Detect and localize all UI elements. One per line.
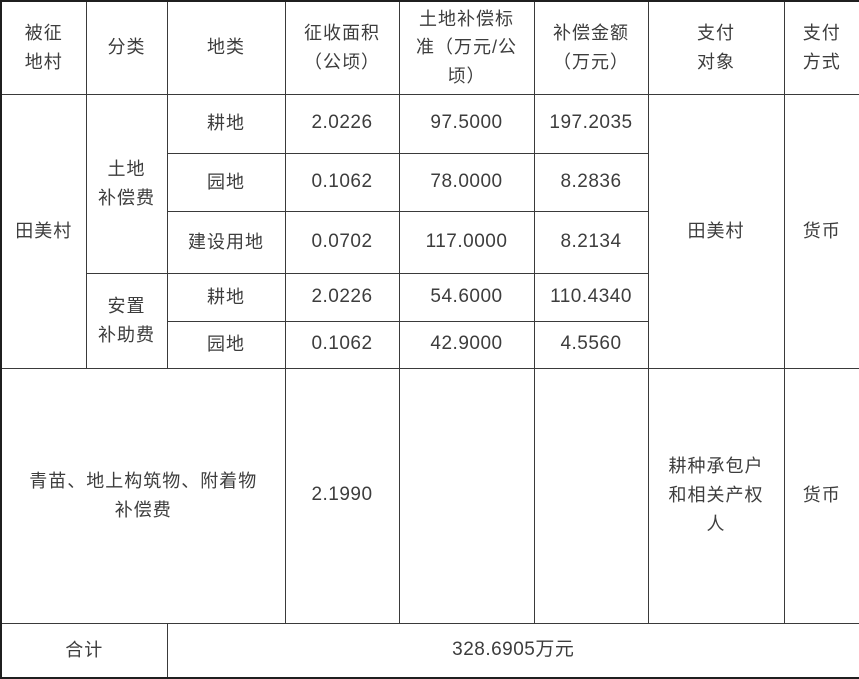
cell-standard: 117.0000 [398, 210, 535, 274]
cell-land-type: 建设用地 [166, 210, 286, 274]
header-expropriated-area: 征收面积 （公顷） [284, 0, 400, 95]
cell-amount: 4.5560 [533, 320, 649, 369]
cell-amount: 197.2035 [533, 93, 649, 154]
header-payment-recipient: 支付 对象 [647, 0, 785, 95]
header-land-type: 地类 [166, 0, 286, 95]
cell-village: 田美村 [0, 93, 87, 369]
cell-total-label: 合计 [0, 622, 168, 679]
cell-attachments-payment-method: 货币 [783, 367, 859, 624]
cell-attachments-standard [398, 367, 535, 624]
table-row: 园地 0.1062 42.9000 4.5560 [1, 320, 859, 369]
cell-standard: 97.5000 [398, 93, 535, 154]
header-category: 分类 [85, 0, 168, 95]
header-compensation-amount: 补偿金额 （万元） [533, 0, 649, 95]
header-payment-method: 支付 方式 [783, 0, 859, 95]
table-row: 建设用地 0.0702 117.0000 8.2134 [1, 210, 859, 274]
cell-attachments-label: 青苗、地上构筑物、附着物 补偿费 [0, 367, 286, 624]
cell-area: 0.0702 [284, 210, 400, 274]
cell-category-resettlement-subsidy: 安置 补助费 [85, 272, 168, 369]
cell-area: 0.1062 [284, 320, 400, 369]
cell-attachments-payee: 耕种承包户 和相关产权 人 [647, 367, 785, 624]
cell-standard: 78.0000 [398, 152, 535, 212]
cell-area: 0.1062 [284, 152, 400, 212]
cell-amount: 8.2836 [533, 152, 649, 212]
cell-land-type: 园地 [166, 152, 286, 212]
cell-land-type: 耕地 [166, 272, 286, 322]
cell-standard: 42.9000 [398, 320, 535, 369]
cell-payee-village: 田美村 [647, 93, 785, 369]
cell-land-type: 耕地 [166, 93, 286, 154]
cell-total-value: 328.6905万元 [166, 622, 859, 679]
cell-attachments-amount [533, 367, 649, 624]
cell-amount: 110.4340 [533, 272, 649, 322]
cell-area: 2.0226 [284, 272, 400, 322]
cell-land-type: 园地 [166, 320, 286, 369]
cell-standard: 54.6000 [398, 272, 535, 322]
cell-attachments-area: 2.1990 [284, 367, 400, 624]
header-expropriated-village: 被征 地村 [0, 0, 87, 95]
total-row: 合计 328.6905万元 [0, 622, 859, 679]
header-row: 被征 地村 分类 地类 征收面积 （公顷） 土地补偿标 准（万元/公 顷） 补偿… [0, 0, 859, 95]
attachments-compensation-row: 青苗、地上构筑物、附着物 补偿费 2.1990 耕种承包户 和相关产权 人 货币 [0, 367, 859, 624]
table-row: 园地 0.1062 78.0000 8.2836 [1, 152, 859, 212]
header-compensation-standard: 土地补偿标 准（万元/公 顷） [398, 0, 535, 95]
table-row: 田美村 土地 补偿费 耕地 2.0226 97.5000 197.2035 田美… [0, 93, 859, 369]
cell-category-land-compensation-fee: 土地 补偿费 [85, 93, 168, 274]
cell-payment-method-currency: 货币 [783, 93, 859, 369]
cell-amount: 8.2134 [533, 210, 649, 274]
cell-area: 2.0226 [284, 93, 400, 154]
